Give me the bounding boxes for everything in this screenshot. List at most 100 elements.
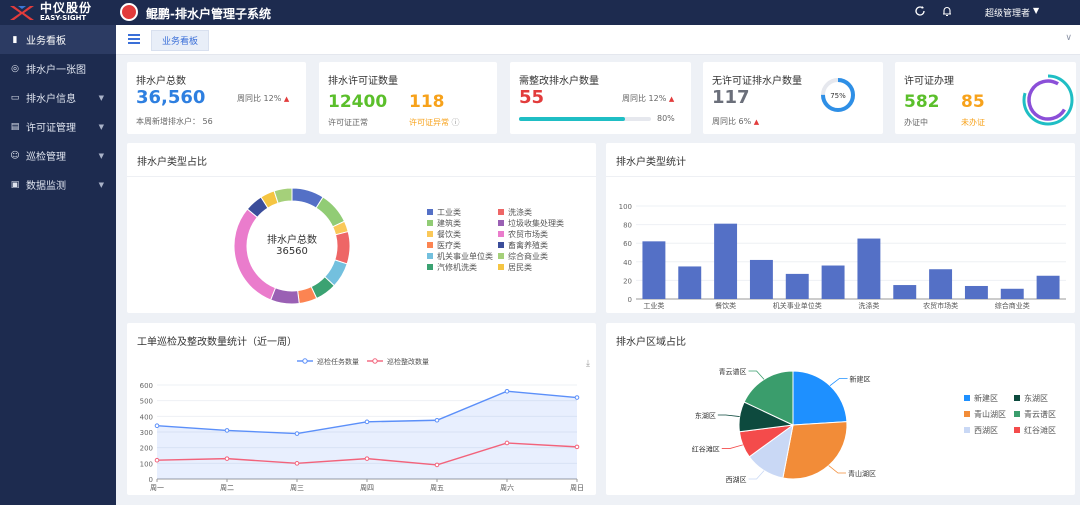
sidebar-item-monitoring[interactable]: ▣ 数据监测 ▼ (0, 170, 116, 199)
kpi-normal-value: 12400 (328, 92, 388, 112)
no-permit-ring-gauge: 75% (821, 78, 855, 112)
bar (642, 241, 666, 299)
panel-title: 排水户类型占比 (137, 157, 207, 168)
pie-label-line (829, 377, 848, 386)
legend-swatch (427, 209, 433, 215)
sidebar-item-permit[interactable]: ▤ 许可证管理 ▼ (0, 112, 116, 141)
rectify-progress-track (519, 117, 651, 121)
sidebar-item-label: 许可证管理 (26, 123, 76, 134)
bar (678, 266, 702, 299)
legend-swatch (498, 264, 504, 270)
permit-process-rings (1022, 74, 1074, 126)
legend-swatch (964, 411, 970, 417)
logo-en-text: EASY-SIGHT (40, 13, 87, 22)
arrow-up-icon: ▲ (283, 95, 290, 103)
map-pin-icon: ◎ (11, 63, 19, 74)
weekly-inspection-panel: 工单巡检及整改数量统计（近一周） ⤓ 0 100 200 300 400 500 600 周一… (127, 323, 596, 495)
legend-label: 青山湖区 (974, 409, 1006, 419)
legend-swatch (427, 220, 433, 226)
legend-label: 机关事业单位类 (437, 251, 493, 261)
kpi-sub: 本周新增排水户： 56 (136, 117, 213, 126)
legend-swatch (498, 242, 504, 248)
bar (714, 223, 738, 299)
kpi-abnormal-value: 118 (409, 92, 445, 112)
legend-swatch (427, 231, 433, 237)
arrow-up-icon: ▲ (668, 95, 675, 103)
legend-label: 巡检任务数量 (317, 357, 359, 366)
kpi-processing-label: 办证中 (904, 118, 928, 127)
kpi-title: 排水户总数 (136, 76, 186, 87)
legend-marker (302, 358, 308, 364)
series-point (504, 440, 510, 446)
type-stats-chart: 0 20 40 60 80 100 工业类 餐饮类 机关事业单位类 洗涤类 农贸市场类 综合商业类 (619, 203, 1066, 310)
y-tick-label: 200 (140, 445, 153, 453)
kpi-title: 排水许可证数量 (328, 76, 398, 87)
sidebar-item-household-info[interactable]: ▭ 排水户信息 ▼ (0, 83, 116, 112)
weekly-inspection-chart: 0 100 200 300 400 500 600 周一 周二 周三 周四 周五 周六 周日 巡检任务数量 巡… (140, 357, 584, 492)
pie-label-line (748, 370, 765, 380)
sidebar-item-label: 排水户一张图 (26, 65, 86, 76)
legend-label: 洗涤类 (508, 207, 532, 217)
chevron-down-icon: ▼ (98, 122, 104, 131)
panel-divider (606, 176, 1075, 177)
pie-label-line (748, 470, 765, 480)
company-logo[interactable]: 中仪股份 EASY-SIGHT (0, 0, 116, 25)
bell-icon[interactable] (940, 5, 954, 19)
pie-label: 西湖区 (726, 475, 747, 484)
bar (857, 238, 881, 299)
sidebar-item-inspection[interactable]: ☺ 巡检管理 ▼ (0, 141, 116, 170)
kpi-pending-value: 85 (961, 92, 985, 112)
kpi-normal-label: 许可证正常 (328, 118, 368, 127)
sidebar-item-map[interactable]: ◎ 排水户一张图 (0, 54, 116, 83)
pie-label-line (721, 444, 743, 449)
kpi-no-permit-card: 无许可证排水户数量 117 周同比 6% ▲ 75% (703, 62, 883, 134)
bar (1000, 288, 1024, 299)
download-icon[interactable]: ⤓ (586, 359, 590, 369)
sidebar-item-label: 数据监测 (26, 181, 66, 192)
x-tick-label: 综合商业类 (995, 301, 1030, 310)
panel-title: 排水户区域占比 (616, 337, 686, 348)
refresh-icon[interactable] (913, 5, 927, 19)
x-tick-label: 周五 (430, 484, 444, 492)
legend-label: 红谷滩区 (1024, 425, 1056, 435)
legend-swatch (964, 427, 970, 433)
pie-label: 新建区 (850, 374, 871, 383)
menu-toggle-icon[interactable] (128, 34, 140, 44)
chevron-down-icon[interactable]: ∨ (1065, 33, 1072, 43)
series-point (364, 419, 370, 425)
user-caret-icon[interactable]: ▼ (1033, 6, 1040, 15)
y-tick-label: 60 (623, 240, 632, 248)
panel-divider (127, 176, 596, 177)
bar (749, 259, 773, 299)
kpi-value: 55 (519, 87, 545, 108)
sidebar-item-label: 排水户信息 (26, 94, 76, 105)
y-tick-label: 80 (623, 222, 632, 230)
legend-label: 建筑类 (437, 218, 461, 228)
legend-swatch (498, 253, 504, 259)
sidebar-item-dashboard[interactable]: ▮ 业务看板 (0, 25, 116, 54)
legend-swatch (498, 220, 504, 226)
pie-label: 青山湖区 (848, 469, 876, 478)
user-name[interactable]: 超级管理者 (985, 9, 1031, 19)
donut-slice (334, 230, 351, 265)
tab-dashboard[interactable]: 业务看板 (151, 30, 210, 51)
legend-swatch (427, 264, 433, 270)
sidebar: ▮ 业务看板 ◎ 排水户一张图 ▭ 排水户信息 ▼ ▤ 许可证管理 ▼ ☺ 巡检… (0, 25, 116, 505)
kpi-abnormal-label: 许可证异常 ⓘ (409, 118, 460, 127)
folder-icon: ▭ (10, 92, 20, 103)
legend-label: 西湖区 (974, 426, 998, 435)
y-tick-label: 40 (623, 259, 632, 267)
kpi-permit-process-card: 许可证办理 582 85 办证中 未办证 (895, 62, 1076, 134)
pie-label-line (717, 414, 740, 417)
donut-slice (315, 196, 346, 228)
legend-label: 综合商业类 (508, 251, 548, 261)
donut-center-value: 36560 (276, 246, 308, 257)
kpi-yoy: 周同比 12% ▲ (237, 94, 290, 103)
rectify-progress-fill (519, 117, 625, 121)
y-tick-label: 400 (140, 413, 153, 421)
legend-swatch (427, 242, 433, 248)
region-ratio-panel: 排水户区域占比 新建区 青山湖区 西湖区 红谷滩区 东湖区 青云谱区 新建区 东湖区 青山湖区青… (606, 323, 1075, 495)
legend-label: 农贸市场类 (508, 229, 548, 239)
